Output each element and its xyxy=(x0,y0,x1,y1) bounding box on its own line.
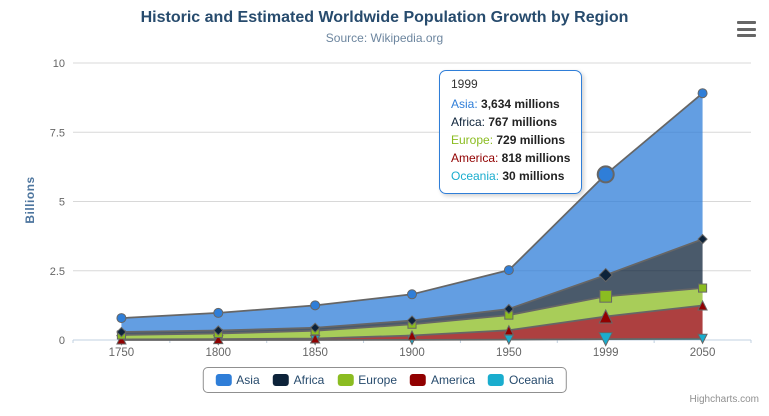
legend-label: Asia xyxy=(236,373,260,387)
marker-europe-1999[interactable] xyxy=(599,289,613,303)
legend-item-asia[interactable]: Asia xyxy=(215,373,260,387)
tooltip-series-name: Oceania: xyxy=(451,169,500,183)
marker-asia-2050[interactable] xyxy=(697,88,708,99)
marker-asia-1950[interactable] xyxy=(503,265,514,276)
legend-symbol xyxy=(337,374,354,386)
hamburger-icon xyxy=(737,27,756,31)
x-axis-label: 1750 xyxy=(109,347,135,359)
hamburger-icon xyxy=(737,34,756,37)
marker-america-2050[interactable] xyxy=(697,299,708,311)
legend-label: Africa xyxy=(293,373,325,387)
tooltip-series-name: Africa: xyxy=(451,115,486,129)
tooltip-series-name: Asia: xyxy=(451,97,478,111)
marker-asia-1900[interactable] xyxy=(407,289,417,300)
tooltip-row-africa: Africa: 767 millions xyxy=(451,113,570,131)
marker-oceania-2050[interactable] xyxy=(697,333,708,345)
context-menu-button[interactable] xyxy=(737,21,756,37)
x-axis-label: 1950 xyxy=(496,347,522,359)
x-axis-label: 1800 xyxy=(205,347,231,359)
y-axis-label: 2.5 xyxy=(50,266,65,278)
marker-asia-1800[interactable] xyxy=(213,307,224,318)
marker-africa-1800[interactable] xyxy=(213,325,224,336)
marker-asia-1850[interactable] xyxy=(310,300,321,311)
tooltip-row-america: America: 818 millions xyxy=(451,149,570,167)
legend-label: Europe xyxy=(358,373,398,387)
x-axis-label: 1850 xyxy=(302,347,328,359)
tooltip-series-value: 729 millions xyxy=(493,133,566,147)
marker-asia-1999[interactable] xyxy=(596,165,615,184)
x-axis-label: 1900 xyxy=(399,347,425,359)
y-axis-label: 0 xyxy=(59,335,65,347)
marker-europe-2050[interactable] xyxy=(698,283,708,293)
marker-africa-1850[interactable] xyxy=(309,322,321,333)
tooltip-series-value: 3,634 millions xyxy=(477,97,560,111)
marker-africa-1999[interactable] xyxy=(598,267,613,283)
area-africa[interactable] xyxy=(121,239,703,335)
marker-asia-1750[interactable] xyxy=(116,313,127,324)
tooltip-row-oceania: Oceania: 30 millions xyxy=(451,167,570,185)
tooltip-series-value: 818 millions xyxy=(498,151,571,165)
legend-symbol xyxy=(215,374,232,386)
hamburger-icon xyxy=(737,21,756,24)
x-axis-label: 1999 xyxy=(593,347,619,359)
marker-oceania-1999[interactable] xyxy=(598,332,614,347)
area-america[interactable] xyxy=(121,305,703,340)
marker-america-1850[interactable] xyxy=(309,332,321,344)
tooltip-series-value: 767 millions xyxy=(485,115,558,129)
tooltip-row-asia: Asia: 3,634 millions xyxy=(451,95,570,113)
x-axis-label: 2050 xyxy=(690,347,716,359)
chart-title: Historic and Estimated Worldwide Populat… xyxy=(140,9,629,26)
marker-africa-1950[interactable] xyxy=(503,303,515,315)
tooltip: 1999 Asia: 3,634 millions Africa: 767 mil… xyxy=(439,70,583,194)
legend-symbol xyxy=(272,374,289,386)
y-axis-label: 7.5 xyxy=(50,127,65,139)
marker-africa-2050[interactable] xyxy=(697,233,708,245)
legend-item-oceania[interactable]: Oceania xyxy=(488,373,554,387)
chart-subtitle: Source: Wikipedia.org xyxy=(325,31,444,45)
legend-item-america[interactable]: America xyxy=(410,373,475,387)
marker-america-1950[interactable] xyxy=(503,324,515,336)
marker-america-1900[interactable] xyxy=(406,329,418,341)
tooltip-header: 1999 xyxy=(451,77,478,91)
tooltip-row-europe: Europe: 729 millions xyxy=(451,131,570,149)
legend-item-africa[interactable]: Africa xyxy=(272,373,325,387)
legend-symbol xyxy=(410,374,427,386)
marker-africa-1750[interactable] xyxy=(116,326,127,338)
tooltip-series-name: Europe: xyxy=(451,133,494,147)
y-axis-label: 10 xyxy=(53,58,65,70)
legend-label: Oceania xyxy=(509,373,554,387)
marker-america-1999[interactable] xyxy=(598,308,614,324)
legend-symbol xyxy=(488,374,505,386)
highcharts-credit-link[interactable]: Highcharts.com xyxy=(689,394,759,405)
y-axis-label: 5 xyxy=(59,197,65,209)
tooltip-series-value: 30 millions xyxy=(499,169,565,183)
legend: Asia Africa Europe America Oceania xyxy=(202,367,567,393)
tooltip-rows: Asia: 3,634 millions Africa: 767 millions… xyxy=(451,95,570,185)
legend-label: America xyxy=(431,373,476,387)
marker-africa-1900[interactable] xyxy=(406,315,418,326)
tooltip-series-name: America: xyxy=(451,151,499,165)
marker-america-1800[interactable] xyxy=(212,333,224,345)
area-asia[interactable] xyxy=(121,93,703,332)
legend-item-europe[interactable]: Europe xyxy=(337,373,397,387)
